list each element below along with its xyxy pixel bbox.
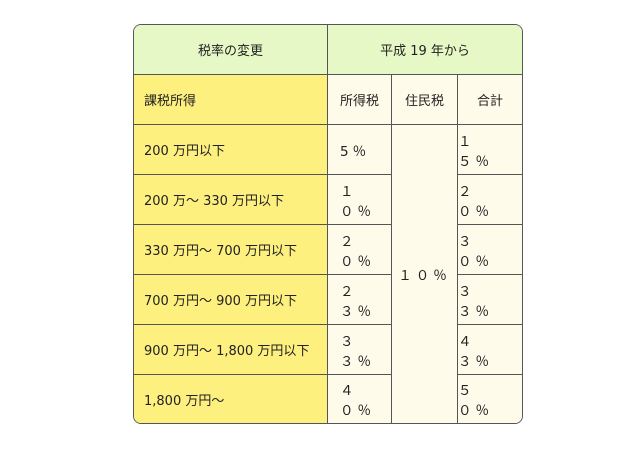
income-tax-rate: １０％ [328, 175, 392, 225]
income-bracket: 200 万円以下 [134, 125, 328, 175]
total-rate: ４３％ [458, 325, 522, 375]
income-bracket: 1,800 万円～ [134, 375, 328, 423]
income-bracket: 200 万～ 330 万円以下 [134, 175, 328, 225]
income-tax-rate: ３３％ [328, 325, 392, 375]
total-header: 合計 [458, 75, 522, 125]
income-bracket: 700 万円～ 900 万円以下 [134, 275, 328, 325]
total-rate: １５％ [458, 125, 522, 175]
tax-rate-table: 税率の変更 平成 19 年から 課税所得 所得税 住民税 合計 １０％ 200 … [133, 24, 523, 424]
income-tax-rate: ２０％ [328, 225, 392, 275]
tax-change-header: 税率の変更 [134, 25, 328, 75]
total-rate: ５０％ [458, 375, 522, 423]
total-rate: ３３％ [458, 275, 522, 325]
income-tax-rate: ２３％ [328, 275, 392, 325]
income-tax-rate: ４０％ [328, 375, 392, 423]
income-tax-header: 所得税 [328, 75, 392, 125]
income-bracket: 900 万円～ 1,800 万円以下 [134, 325, 328, 375]
resident-tax-header: 住民税 [392, 75, 458, 125]
period-header: 平成 19 年から [328, 25, 522, 75]
resident-tax-rate: １０％ [392, 125, 458, 423]
income-bracket: 330 万円～ 700 万円以下 [134, 225, 328, 275]
taxable-income-header: 課税所得 [134, 75, 328, 125]
total-rate: ２０％ [458, 175, 522, 225]
income-tax-rate: 5％ [328, 125, 392, 175]
total-rate: ３０％ [458, 225, 522, 275]
